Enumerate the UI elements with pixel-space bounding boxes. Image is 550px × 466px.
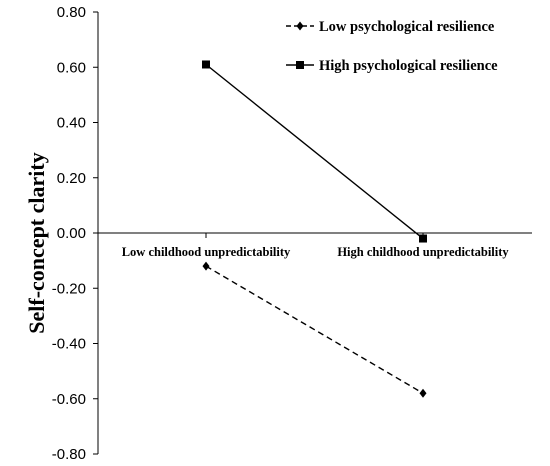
diamond-marker: [296, 21, 304, 31]
square-marker: [419, 234, 427, 243]
x-category-label: High childhood unpredictability: [337, 245, 509, 259]
y-tick-labels: 0.80 0.60 0.40 0.20 0.00 -0.20 -0.40 -0.60 -0.80: [52, 4, 98, 463]
legend: Low psychological resilience High psychol…: [286, 19, 498, 74]
y-tick-label: -0.40: [52, 336, 86, 353]
diamond-marker: [419, 388, 427, 398]
axes: [97, 12, 532, 454]
y-tick-label: -0.20: [52, 280, 86, 297]
y-tick-label: 0.20: [57, 170, 86, 187]
category-labels: Low childhood unpredictability High child…: [122, 245, 510, 259]
y-axis-label: Self-concept clarity: [24, 152, 49, 333]
square-marker: [202, 60, 210, 69]
series-high-resilience: [202, 60, 427, 243]
y-tick-label: 0.00: [57, 225, 86, 242]
x-category-label: Low childhood unpredictability: [122, 245, 291, 259]
series-low-resilience: [202, 261, 427, 398]
series-line: [205, 265, 424, 394]
y-tick-label: -0.80: [52, 446, 86, 463]
series-lines: [202, 60, 427, 398]
y-tick-label: 0.80: [57, 4, 86, 21]
diamond-marker: [202, 261, 210, 271]
series-line: [205, 63, 424, 240]
legend-label: High psychological resilience: [319, 58, 498, 74]
legend-label: Low psychological resilience: [319, 19, 495, 35]
square-marker: [296, 61, 304, 69]
y-tick-label: -0.60: [52, 391, 86, 408]
y-tick-label: 0.60: [57, 59, 86, 76]
y-tick-label: 0.40: [57, 115, 86, 132]
